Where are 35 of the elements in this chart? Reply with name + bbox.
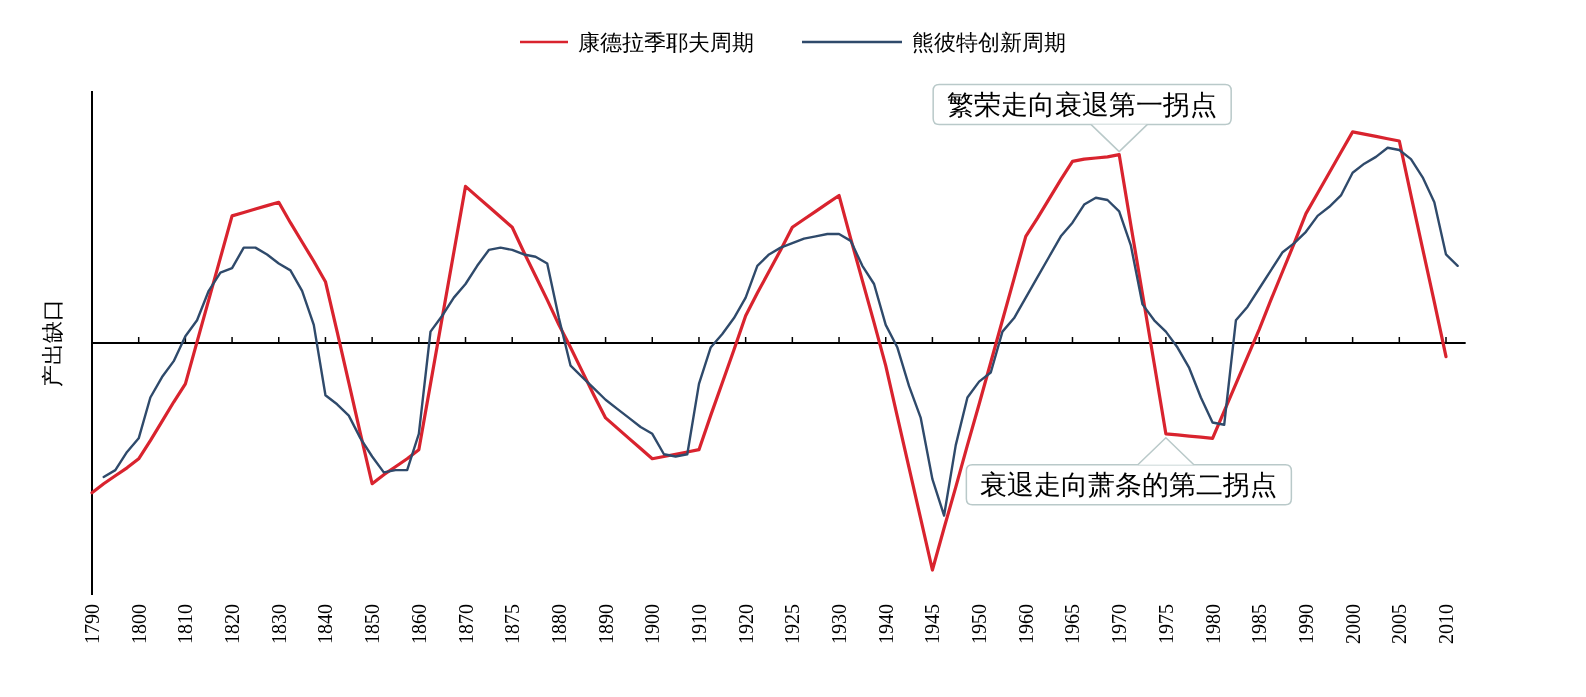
legend-label: 康德拉季耶夫周期	[578, 29, 754, 55]
x-tick-label: 1870	[454, 604, 477, 644]
x-tick-label: 1800	[127, 604, 150, 644]
x-tick-label: 1920	[734, 604, 757, 644]
x-tick-label: 1990	[1294, 604, 1317, 644]
x-tick-label: 1975	[1154, 604, 1177, 644]
x-tick-label: 1925	[781, 604, 804, 644]
x-tick-label: 1940	[874, 604, 897, 644]
x-tick-label: 1860	[407, 604, 430, 644]
x-tick-label: 1880	[547, 604, 570, 644]
x-tick-label: 1960	[1014, 604, 1037, 644]
x-tick-label: 1945	[921, 604, 944, 644]
x-tick-label: 1840	[314, 604, 337, 644]
y-axis-title: 产出缺口	[39, 299, 65, 387]
x-tick-label: 1850	[361, 604, 384, 644]
x-tick-label: 1820	[221, 604, 244, 644]
x-tick-label: 1985	[1248, 604, 1271, 644]
x-tick-label: 1950	[968, 604, 991, 644]
x-tick-label: 1890	[594, 604, 617, 644]
x-tick-label: 2010	[1435, 604, 1457, 644]
legend-label: 熊彼特创新周期	[912, 29, 1066, 55]
annotation: 繁荣走向衰退第一拐点	[947, 89, 1218, 120]
x-tick-label: 2005	[1388, 604, 1411, 644]
x-tick-label: 1900	[641, 604, 664, 644]
annotation: 衰退走向萧条的第二拐点	[980, 469, 1278, 500]
x-tick-label: 1965	[1061, 604, 1084, 644]
x-tick-label: 1875	[501, 604, 524, 644]
x-tick-label: 1970	[1108, 604, 1131, 644]
x-tick-label: 1790	[81, 604, 103, 644]
x-tick-label: 1930	[828, 604, 851, 644]
x-tick-label: 1910	[687, 604, 710, 644]
x-tick-label: 1830	[267, 604, 290, 644]
x-tick-label: 2000	[1341, 604, 1364, 644]
x-tick-label: 1810	[174, 604, 197, 644]
x-tick-label: 1980	[1201, 604, 1224, 644]
